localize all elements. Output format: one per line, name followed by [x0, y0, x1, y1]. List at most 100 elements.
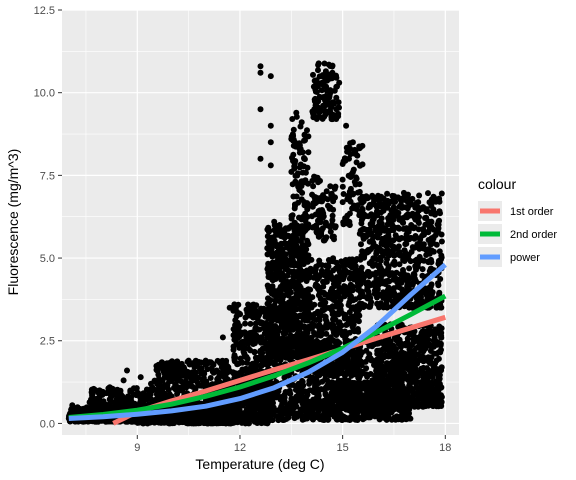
scatter-point	[176, 384, 183, 391]
scatter-point	[236, 344, 243, 351]
scatter-point	[174, 390, 181, 397]
scatter-point	[301, 156, 308, 163]
scatter-point	[336, 269, 343, 276]
scatter-point	[325, 415, 331, 422]
scatter-point	[343, 332, 350, 339]
scatter-point	[292, 284, 299, 291]
scatter-point	[347, 295, 354, 302]
scatter-point	[360, 416, 366, 423]
scatter-point	[338, 258, 345, 265]
scatter-point	[289, 116, 296, 122]
scatter-point	[146, 390, 153, 397]
scatter-point	[105, 418, 112, 425]
scatter-point	[271, 292, 277, 298]
scatter-point	[147, 419, 153, 426]
scatter-point	[231, 356, 238, 363]
scatter-point	[339, 370, 346, 377]
scatter-point	[237, 311, 244, 318]
scatter-point	[320, 283, 327, 290]
scatter-point	[315, 292, 322, 299]
scatter-point	[306, 301, 313, 307]
scatter-point	[289, 300, 296, 307]
scatter-point	[330, 193, 337, 200]
scatter-point	[403, 416, 410, 423]
scatter-point	[320, 330, 327, 337]
scatter-point	[291, 248, 298, 254]
scatter-point	[259, 349, 266, 356]
scatter-point	[267, 343, 274, 350]
scatter-point	[189, 383, 196, 390]
scatter-point	[388, 416, 395, 423]
scatter-point	[289, 212, 296, 219]
scatter-point	[114, 400, 121, 407]
scatter-point	[298, 216, 305, 223]
scatter-point	[307, 286, 314, 293]
scatter-point	[288, 168, 295, 175]
scatter-point	[316, 257, 323, 264]
scatter-point	[275, 343, 282, 350]
scatter-point	[127, 387, 134, 394]
scatter-point	[353, 364, 360, 371]
scatter-point	[310, 71, 316, 78]
scatter-point	[303, 393, 310, 400]
scatter-point	[243, 334, 250, 341]
scatter-point	[230, 326, 237, 333]
scatter-point	[349, 285, 356, 292]
scatter-point	[150, 414, 157, 421]
scatter-point	[355, 311, 362, 318]
scatter-point	[326, 205, 333, 212]
scatter-point	[190, 420, 197, 427]
scatter-point	[267, 407, 274, 414]
scatter-point	[322, 299, 329, 306]
scatter-point	[348, 264, 355, 271]
scatter-point	[283, 416, 290, 422]
scatter-point	[161, 419, 168, 426]
scatter-point	[250, 302, 257, 309]
scatter-point	[344, 416, 351, 423]
scatter-point	[323, 188, 330, 195]
scatter-point	[275, 246, 282, 253]
scatter-point	[331, 185, 338, 192]
scatter-point	[349, 270, 356, 277]
scatter-point	[330, 267, 337, 274]
scatter-point	[330, 291, 337, 298]
scatter-point	[140, 419, 147, 426]
scatter-point	[233, 333, 240, 340]
scatter-point	[317, 219, 324, 226]
scatter-point	[244, 359, 251, 366]
scatter-point	[316, 274, 323, 281]
scatter-point	[338, 309, 345, 316]
scatter-point	[312, 400, 319, 407]
scatter-point	[317, 311, 324, 318]
scatter-point	[155, 378, 162, 385]
scatter-point	[128, 394, 134, 401]
scatter-point	[192, 369, 199, 376]
scatter-point	[304, 254, 311, 261]
scatter-point	[178, 378, 184, 385]
scatter-point	[354, 370, 361, 377]
scatter-point	[223, 357, 230, 364]
scatter-point	[281, 325, 288, 332]
scatter-point	[335, 416, 342, 423]
scatter-point	[183, 384, 190, 391]
scatter-point	[311, 173, 318, 180]
scatter-point	[259, 339, 266, 346]
scatter-point	[249, 360, 256, 367]
scatter-point	[366, 351, 373, 358]
scatter-point	[241, 344, 248, 351]
scatter-point	[321, 289, 327, 296]
scatter-point	[363, 365, 370, 372]
scatter-point	[334, 338, 341, 345]
scatter-point	[275, 413, 282, 420]
scatter-point	[334, 274, 341, 281]
scatter-point	[234, 319, 241, 326]
scatter-point	[89, 391, 96, 397]
scatter-point	[266, 238, 273, 245]
scatter-point	[153, 396, 160, 403]
scatter-point	[247, 320, 254, 327]
scatter-point	[251, 348, 258, 355]
scatter-point	[172, 381, 179, 388]
scatter-point	[180, 372, 187, 379]
scatter-point	[275, 308, 281, 314]
scatter-point	[351, 304, 358, 311]
